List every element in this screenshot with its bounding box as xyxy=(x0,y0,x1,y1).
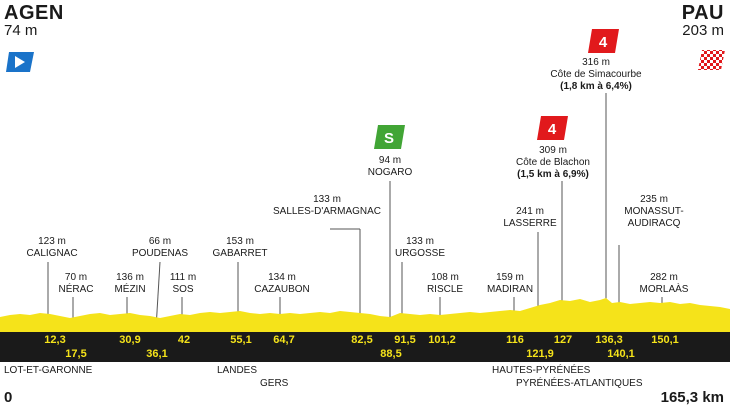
region-label: LANDES xyxy=(217,365,258,376)
km-marker: 136,3 xyxy=(595,334,623,346)
elevation-profile xyxy=(0,298,730,335)
distance-start: 0 xyxy=(4,389,13,406)
waypoint-label: 153 m GABARRET xyxy=(212,236,268,259)
km-marker: 91,5 xyxy=(394,334,416,346)
region-label: LOT-ET-GARONNE xyxy=(4,365,93,376)
waypoint-label: 136 m MÉZIN xyxy=(114,272,146,295)
start-flag-icon xyxy=(6,52,34,72)
category-4-climb-icon: 4 xyxy=(588,29,619,53)
waypoint-label: 66 m POUDENAS xyxy=(131,236,189,259)
sprint-label: S xyxy=(384,130,394,147)
waypoint-label: 282 m MORLAÀS xyxy=(639,272,689,295)
finish-altitude: 203 m xyxy=(682,22,724,39)
intermediate-sprint-icon: S xyxy=(374,125,405,149)
waypoint-label: 134 m CAZAUBON xyxy=(254,272,310,295)
km-marker: 42 xyxy=(177,334,191,346)
km-marker: 17,5 xyxy=(65,348,87,360)
km-marker: 150,1 xyxy=(651,334,679,346)
climb-category-label: 4 xyxy=(548,121,557,138)
waypoint-label: 111 m SOS xyxy=(169,272,197,295)
waypoint-label: 235 m MONASSUT- AUDIRACQ xyxy=(624,194,684,229)
climb-label: 309 m Côte de Blachon (1,5 km à 6,9%) xyxy=(516,145,590,180)
km-marker: 82,5 xyxy=(351,334,373,346)
region-label: PYRÉNÉES-ATLANTIQUES xyxy=(516,378,643,389)
waypoint-label: 94 m NOGARO xyxy=(367,155,413,178)
km-marker: 116 xyxy=(506,334,524,346)
km-marker: 121,9 xyxy=(526,348,554,360)
distance-total: 165,3 km xyxy=(660,389,724,406)
km-marker: 140,1 xyxy=(607,348,635,360)
km-marker: 101,2 xyxy=(428,334,456,346)
km-marker: 30,9 xyxy=(119,334,141,346)
waypoint-label: 159 m MADIRAN xyxy=(486,272,534,295)
km-marker: 12,3 xyxy=(44,334,66,346)
km-marker: 55,1 xyxy=(230,334,252,346)
climb-label: 316 m Côte de Simacourbe (1,8 km à 6,4%) xyxy=(550,57,642,92)
region-label: HAUTES-PYRÉNÉES xyxy=(492,365,591,376)
waypoint-label: 123 m CALIGNAC xyxy=(26,236,78,259)
finish-town: PAU xyxy=(681,2,724,24)
waypoint-label: 133 m SALLES-D'ARMAGNAC xyxy=(272,194,382,217)
category-4-climb-icon: 4 xyxy=(537,116,568,140)
start-town: AGEN xyxy=(4,2,64,24)
km-marker: 36,1 xyxy=(146,348,168,360)
finish-checkered-flag-icon xyxy=(698,50,725,70)
waypoint-label: 70 m NÉRAC xyxy=(58,272,94,295)
km-marker: 64,7 xyxy=(273,334,295,346)
distance-band xyxy=(0,332,730,362)
km-marker: 127 xyxy=(553,334,573,346)
climb-category-label: 4 xyxy=(599,34,608,51)
waypoint-label: 133 m URGOSSE xyxy=(394,236,446,259)
waypoint-label: 108 m RISCLE xyxy=(426,272,464,295)
start-altitude: 74 m xyxy=(4,22,38,39)
region-label: GERS xyxy=(260,378,289,389)
km-marker: 88,5 xyxy=(380,348,402,360)
waypoint-label: 241 m LASSERRE xyxy=(503,206,557,229)
